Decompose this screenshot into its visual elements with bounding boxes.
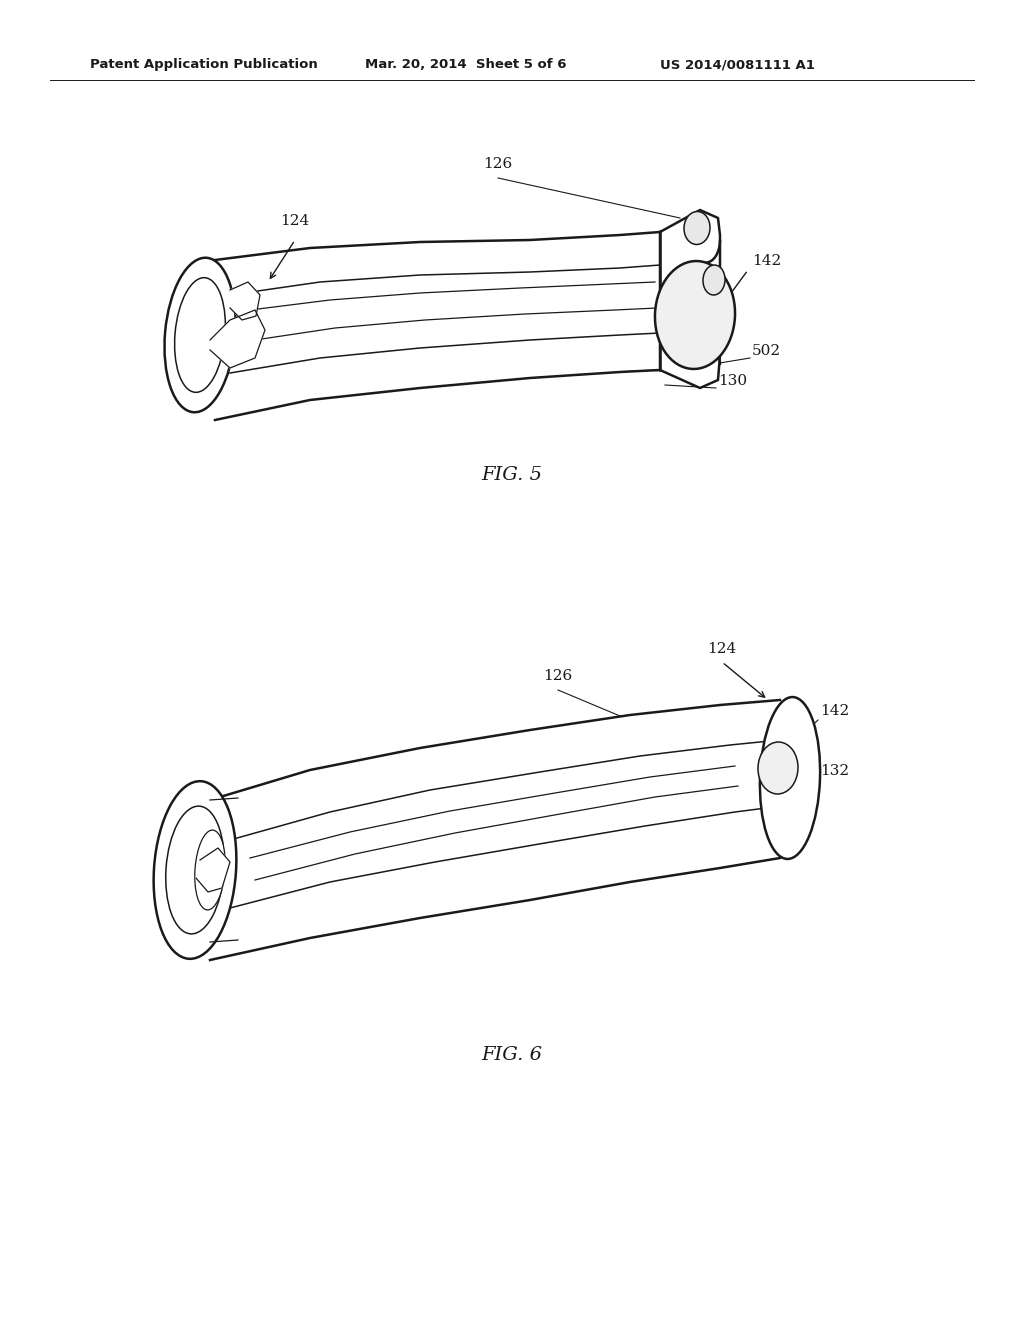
- Polygon shape: [210, 700, 780, 960]
- Ellipse shape: [655, 261, 735, 370]
- Text: US 2014/0081111 A1: US 2014/0081111 A1: [660, 58, 815, 71]
- Ellipse shape: [166, 807, 224, 933]
- Text: 130: 130: [718, 374, 748, 388]
- Text: Patent Application Publication: Patent Application Publication: [90, 58, 317, 71]
- Polygon shape: [210, 310, 265, 368]
- Text: 126: 126: [544, 669, 572, 682]
- Polygon shape: [196, 847, 230, 892]
- Ellipse shape: [758, 742, 798, 795]
- Ellipse shape: [684, 211, 710, 244]
- Text: 142: 142: [820, 704, 849, 718]
- Text: 132: 132: [820, 764, 849, 777]
- Text: 124: 124: [708, 642, 736, 656]
- Polygon shape: [215, 232, 660, 420]
- Ellipse shape: [703, 265, 725, 294]
- Text: 502: 502: [752, 345, 781, 358]
- Ellipse shape: [175, 277, 225, 392]
- Ellipse shape: [760, 697, 820, 859]
- Text: Mar. 20, 2014  Sheet 5 of 6: Mar. 20, 2014 Sheet 5 of 6: [365, 58, 566, 71]
- Polygon shape: [230, 282, 260, 319]
- Polygon shape: [660, 210, 720, 388]
- Text: 142: 142: [752, 253, 781, 268]
- Text: FIG. 6: FIG. 6: [481, 1045, 543, 1064]
- Ellipse shape: [154, 781, 237, 958]
- Text: 130: 130: [760, 809, 790, 822]
- Text: 124: 124: [281, 214, 309, 228]
- Ellipse shape: [165, 257, 236, 412]
- Ellipse shape: [195, 830, 225, 909]
- Text: FIG. 5: FIG. 5: [481, 466, 543, 484]
- Text: 126: 126: [483, 157, 513, 172]
